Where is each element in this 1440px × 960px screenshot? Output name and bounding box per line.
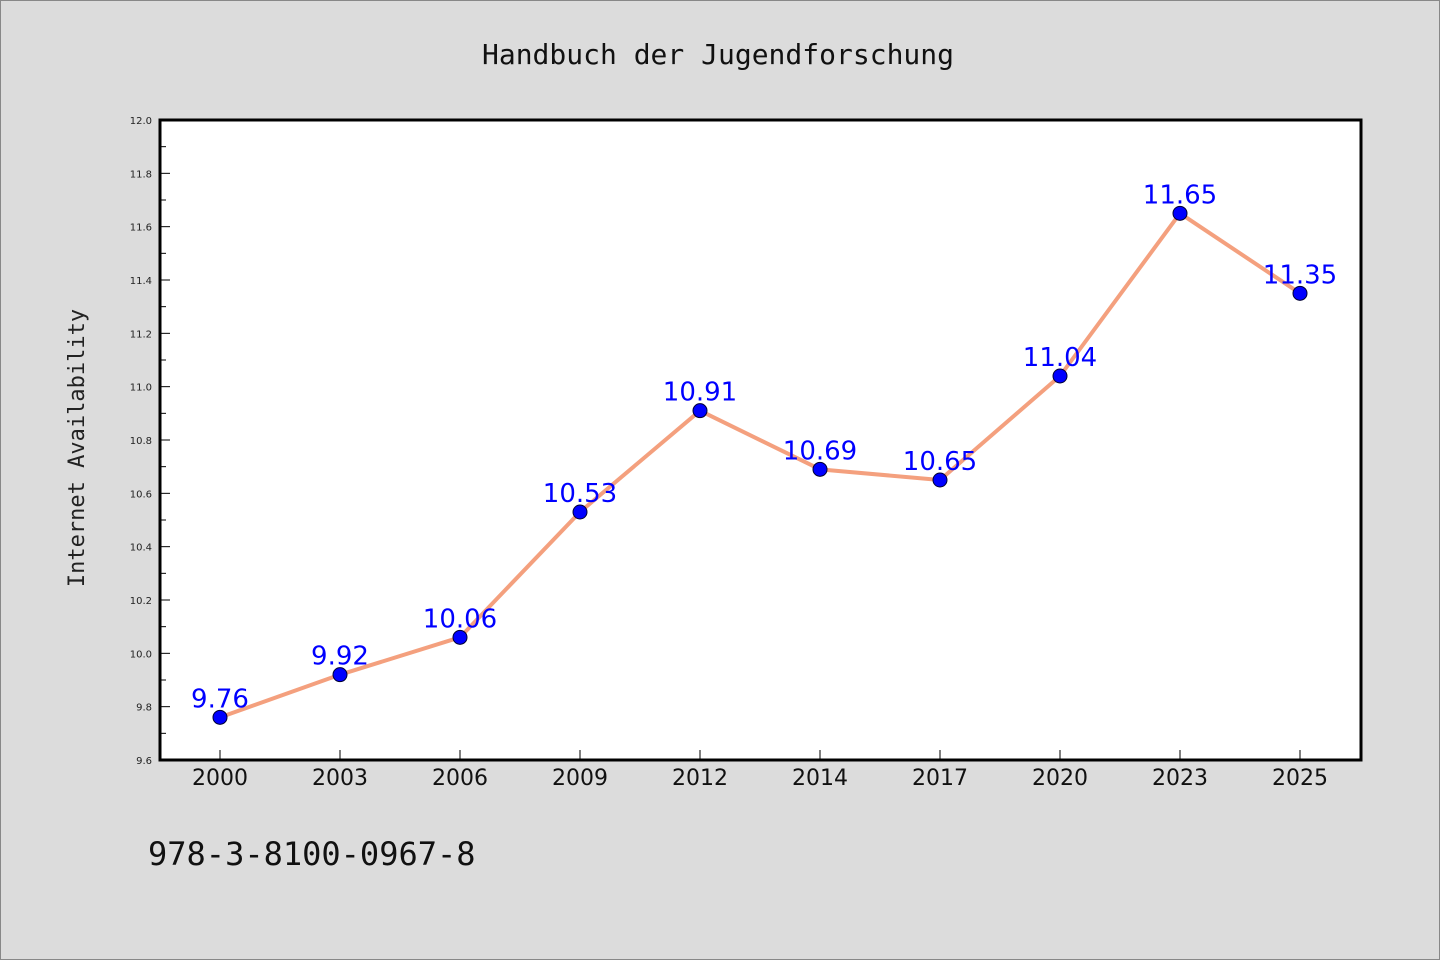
x-axis: 2000 2003 2006 2009 2012 2014 2017 2020 2023 2025 bbox=[192, 750, 1328, 791]
y-tick-label: 10.8 bbox=[130, 436, 152, 447]
data-point-2009 bbox=[572, 504, 588, 520]
y-tick-label: 10.6 bbox=[130, 489, 152, 500]
data-point-2000 bbox=[212, 709, 228, 725]
chart-title: Handbuch der Jugendforschung bbox=[482, 38, 954, 71]
x-tick-label: 2023 bbox=[1152, 766, 1208, 791]
y-tick-label: 11.8 bbox=[130, 169, 152, 180]
x-tick-label: 2014 bbox=[792, 766, 848, 791]
y-tick-label: 10.4 bbox=[130, 543, 152, 554]
x-tick-label: 2012 bbox=[672, 766, 728, 791]
data-label-2009: 10.53 bbox=[543, 479, 617, 509]
y-axis-label: Internet Availability bbox=[65, 309, 90, 587]
x-tick-label: 2025 bbox=[1272, 766, 1328, 791]
series: 9.76 9.92 10.06 10.53 10.91 10.69 10.65 11.04 11… bbox=[191, 180, 1337, 725]
data-label-2020: 11.04 bbox=[1023, 343, 1097, 373]
data-label-2025: 11.35 bbox=[1263, 260, 1337, 290]
y-tick-label: 10.2 bbox=[130, 596, 152, 607]
data-label-2017: 10.65 bbox=[903, 447, 977, 477]
y-tick-label: 11.4 bbox=[130, 276, 152, 287]
y-tick-label: 11.2 bbox=[130, 329, 152, 340]
isbn-text: 978-3-8100-0967-8 bbox=[148, 835, 476, 873]
y-tick-label: 9.6 bbox=[136, 756, 152, 767]
data-point-2012 bbox=[692, 403, 708, 419]
data-point-2025 bbox=[1292, 285, 1308, 301]
data-point-2014 bbox=[812, 461, 828, 477]
data-point-2017 bbox=[932, 472, 948, 488]
x-tick-label: 2017 bbox=[912, 766, 968, 791]
data-label-2023: 11.65 bbox=[1143, 180, 1217, 210]
y-tick-label: 10.0 bbox=[130, 649, 152, 660]
data-label-2003: 9.92 bbox=[311, 642, 369, 672]
series-line bbox=[218, 211, 1302, 720]
data-label-2000: 9.76 bbox=[191, 684, 249, 714]
plot-border bbox=[158, 118, 1363, 762]
data-label-2012: 10.91 bbox=[663, 378, 737, 408]
data-label-2006: 10.06 bbox=[423, 604, 497, 634]
y-tick-label: 9.8 bbox=[136, 703, 152, 714]
x-tick-label: 2003 bbox=[312, 766, 368, 791]
y-axis: 9.6 9.8 10.0 10.2 10.4 10.6 10.8 11.0 11.2 11.4 11… bbox=[130, 116, 170, 767]
x-tick-label: 2020 bbox=[1032, 766, 1088, 791]
y-tick-label: 12.0 bbox=[130, 116, 152, 127]
data-point-2006 bbox=[452, 629, 468, 645]
y-tick-label: 11.0 bbox=[130, 383, 152, 394]
data-point-2003 bbox=[332, 667, 348, 683]
data-point-2020 bbox=[1052, 368, 1068, 384]
x-tick-label: 2009 bbox=[552, 766, 608, 791]
x-tick-label: 2006 bbox=[432, 766, 488, 791]
y-tick-label: 11.6 bbox=[130, 223, 152, 234]
x-tick-label: 2000 bbox=[192, 766, 248, 791]
data-point-2023 bbox=[1172, 205, 1188, 221]
data-label-2014: 10.69 bbox=[783, 436, 857, 466]
